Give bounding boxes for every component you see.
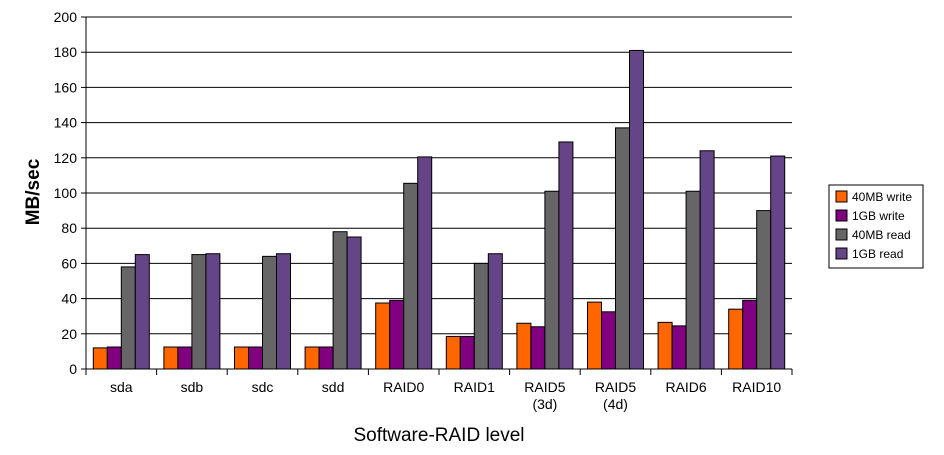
y-tick-label: 100 bbox=[54, 185, 78, 201]
bar-1gb-write bbox=[248, 346, 263, 370]
bar-1gb-read bbox=[134, 254, 150, 370]
bar-40mb-read bbox=[403, 182, 419, 370]
legend-swatch bbox=[835, 228, 848, 241]
y-tick-label: 0 bbox=[69, 361, 77, 377]
bar-40mb-write bbox=[516, 322, 532, 370]
y-tick-label: 200 bbox=[54, 9, 78, 25]
bar-40mb-read bbox=[473, 262, 489, 370]
legend-label: 1GB write bbox=[852, 209, 905, 223]
bar-1gb-write bbox=[742, 299, 758, 370]
y-tick-label: 40 bbox=[61, 291, 77, 307]
legend-swatch bbox=[835, 190, 848, 203]
x-tick-label: sda bbox=[110, 379, 133, 395]
bar-40mb-write bbox=[304, 346, 320, 370]
legend-swatch bbox=[835, 247, 848, 260]
bar-40mb-write bbox=[657, 321, 673, 370]
bar-40mb-read bbox=[332, 231, 348, 370]
y-tick-label: 160 bbox=[54, 79, 78, 95]
bar-1gb-write bbox=[530, 326, 546, 370]
legend-label: 40MB read bbox=[852, 228, 911, 242]
x-tick-label: RAID1 bbox=[454, 379, 495, 395]
y-tick-label: 60 bbox=[61, 255, 77, 271]
bar-1gb-read bbox=[629, 49, 644, 370]
y-tick-label: 80 bbox=[61, 220, 77, 236]
bar-1gb-read bbox=[487, 253, 503, 370]
bar-1gb-read bbox=[205, 253, 221, 370]
legend-swatch bbox=[835, 209, 848, 222]
bar-40mb-write bbox=[234, 346, 249, 370]
bar-40mb-read bbox=[191, 254, 207, 370]
bar-1gb-read bbox=[558, 141, 574, 370]
bar-1gb-write bbox=[318, 346, 334, 370]
y-tick-label: 180 bbox=[54, 44, 78, 60]
y-axis-title: MB/sec bbox=[23, 158, 44, 225]
x-tick-label: RAID5 (3d) bbox=[524, 379, 565, 412]
bar-1gb-write bbox=[177, 346, 193, 370]
x-tick-label: sdd bbox=[322, 379, 345, 395]
bar-40mb-read bbox=[120, 266, 136, 370]
bar-40mb-write bbox=[375, 302, 391, 370]
legend-label: 1GB read bbox=[852, 247, 903, 261]
bar-1gb-read bbox=[346, 236, 362, 370]
bar-40mb-read bbox=[685, 190, 701, 370]
bar-40mb-write bbox=[445, 335, 461, 370]
bar-40mb-write bbox=[587, 301, 602, 370]
bars bbox=[92, 49, 786, 370]
bar-40mb-read bbox=[615, 127, 630, 370]
x-tick-labels: sda sdb sdc sdd RAID0 RAID1 RAID5 (3d) RAID5 (4d)… bbox=[110, 379, 781, 412]
bar-1gb-read bbox=[417, 156, 433, 370]
bar-1gb-read bbox=[276, 253, 291, 370]
x-tick-label: RAID5 (4d) bbox=[595, 379, 636, 412]
gridlines bbox=[81, 16, 792, 370]
bar-40mb-write bbox=[728, 308, 744, 370]
axes bbox=[85, 17, 793, 375]
y-tick-label: 140 bbox=[54, 115, 78, 131]
bar-40mb-write bbox=[92, 347, 108, 370]
bar-1gb-write bbox=[106, 346, 122, 370]
bar-40mb-write bbox=[163, 346, 179, 370]
x-tick-label: sdb bbox=[181, 379, 204, 395]
x-tick-label: sdc bbox=[252, 379, 274, 395]
bar-40mb-read bbox=[756, 210, 772, 370]
bar-1gb-read bbox=[699, 150, 715, 370]
x-tick-label: RAID6 bbox=[665, 379, 706, 395]
x-axis-title: Software-RAID level bbox=[353, 425, 524, 446]
legend: 40MB write 1GB write 40MB read 1GB read bbox=[828, 184, 924, 269]
y-tick-label: 20 bbox=[61, 326, 77, 342]
bar-40mb-read bbox=[262, 255, 277, 370]
x-tick-label: RAID10 bbox=[732, 379, 781, 395]
bar-1gb-write bbox=[601, 311, 616, 370]
bar-1gb-write bbox=[389, 299, 405, 370]
bar-1gb-read bbox=[770, 155, 786, 370]
x-tick-label: RAID0 bbox=[383, 379, 424, 395]
y-tick-label: 120 bbox=[54, 150, 78, 166]
bar-40mb-read bbox=[544, 190, 560, 370]
legend-label: 40MB write bbox=[852, 190, 912, 204]
bar-1gb-write bbox=[459, 335, 475, 370]
bar-1gb-write bbox=[671, 325, 687, 370]
y-tick-labels: 0 20 40 60 80 100 120 140 160 180 200 bbox=[54, 9, 78, 377]
